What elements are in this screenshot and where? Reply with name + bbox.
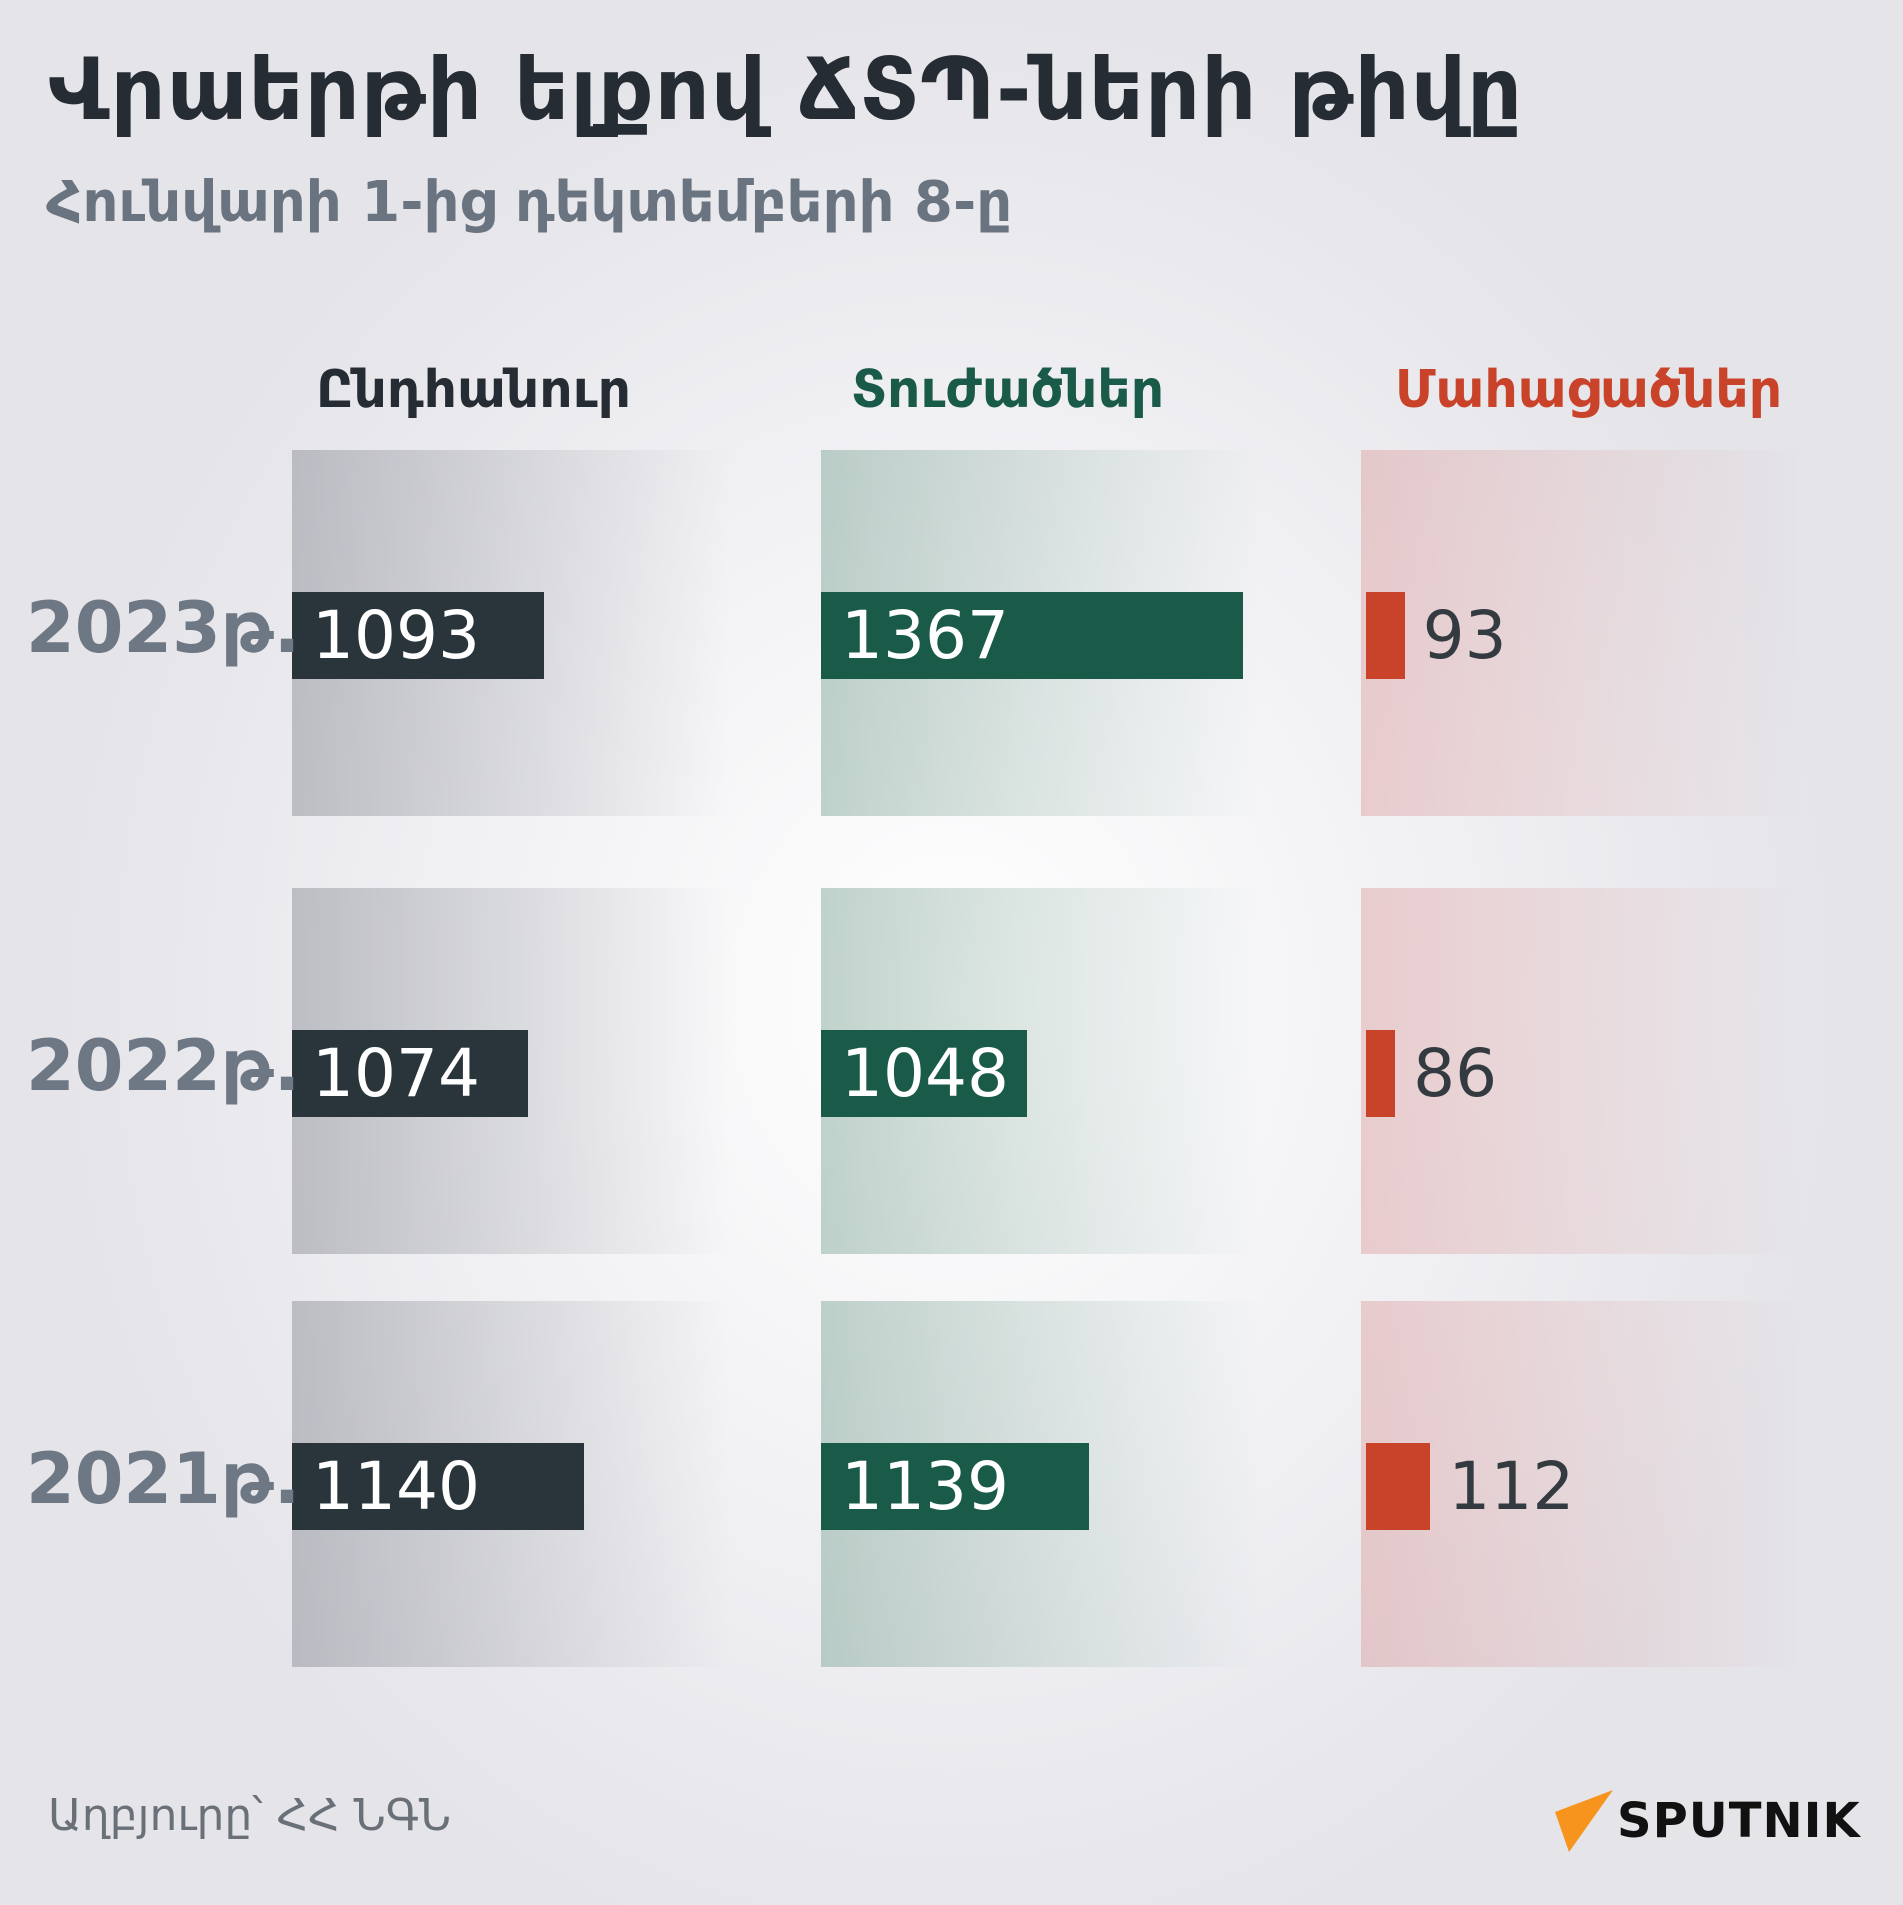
chart-title: Վրաերթի ելքով ՃՏՊ-ների թիվը (48, 40, 1524, 140)
column-header: Տուժածներ (851, 360, 1165, 420)
bar (821, 1443, 1089, 1530)
data-label: 1093 (312, 597, 480, 674)
data-label: 1048 (841, 1035, 1009, 1112)
bar-background-panel (1361, 450, 1801, 816)
sputnik-logo-icon (1555, 1790, 1613, 1852)
sputnik-logo: SPUTNIK (1555, 1790, 1861, 1852)
data-label: 1074 (312, 1035, 480, 1112)
bar (292, 1030, 528, 1117)
data-label: 1139 (841, 1448, 1009, 1525)
data-label: 112 (1448, 1448, 1575, 1525)
data-label: 86 (1413, 1035, 1498, 1112)
bar (1366, 592, 1405, 679)
data-label: 1367 (841, 597, 1009, 674)
bar-background-panel (1361, 888, 1801, 1254)
logo-text: SPUTNIK (1617, 1793, 1861, 1849)
category-label: 2022թ. (26, 1025, 301, 1107)
bar (1366, 1443, 1431, 1530)
bar (1366, 1030, 1396, 1117)
column-header: Մահացածներ (1395, 360, 1783, 420)
data-label: 93 (1422, 597, 1507, 674)
bar (821, 592, 1244, 679)
data-label: 1140 (312, 1448, 480, 1525)
category-label: 2023թ. (26, 587, 301, 669)
bar (292, 1443, 585, 1530)
chart-subtitle: Հունվարի 1-ից դեկտեմբերի 8-ը (46, 170, 1013, 235)
bar-background-panel (1361, 1301, 1801, 1667)
source-note: Աղբյուրը՝ ՀՀ ՆԳՆ (48, 1790, 451, 1841)
category-label: 2021թ. (26, 1438, 301, 1520)
bar (821, 1030, 1027, 1117)
bar (292, 592, 544, 679)
column-header: Ընդհանուր (316, 360, 632, 420)
